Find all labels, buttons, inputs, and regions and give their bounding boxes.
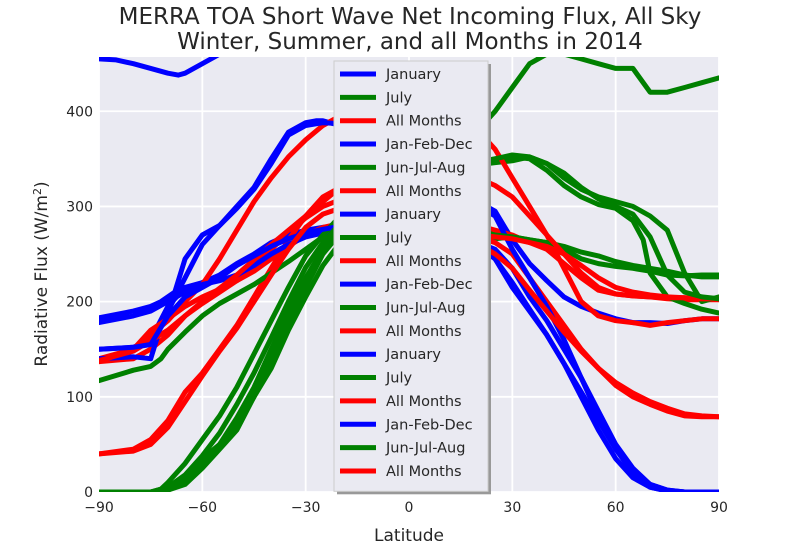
x-tick-label-6: 90 xyxy=(710,500,728,516)
legend-label-5: All Months xyxy=(386,184,462,200)
y-axis-label-main: Radiative Flux (W/m xyxy=(32,195,52,367)
legend-label-16: Jun-Jul-Aug xyxy=(385,441,465,457)
chart-title: MERRA TOA Short Wave Net Incoming Flux, … xyxy=(119,4,702,30)
legend-label-4: Jun-Jul-Aug xyxy=(385,160,465,176)
x-tick-label-0: −90 xyxy=(84,500,114,516)
y-tick-labels: 0 100 200 300 400 xyxy=(66,104,93,501)
chart-subtitle: Winter, Summer, and all Months in 2014 xyxy=(177,29,643,55)
legend-label-12: January xyxy=(385,347,441,363)
legend: January July All Months Jan-Feb-Dec Jun-Jul-… xyxy=(333,60,491,495)
y-tick-label-3: 300 xyxy=(66,199,93,215)
x-tick-label-1: −60 xyxy=(188,500,218,516)
x-tick-labels: −90 −60 −30 0 30 60 90 xyxy=(84,500,728,516)
legend-label-13: July xyxy=(385,371,412,387)
y-tick-label-0: 0 xyxy=(84,485,93,501)
series-line-14 xyxy=(99,161,719,364)
legend-label-1: July xyxy=(385,90,412,106)
legend-box xyxy=(333,60,489,492)
legend-label-7: July xyxy=(385,230,412,246)
legend-label-0: January xyxy=(385,67,441,83)
y-axis-label: Radiative Flux (W/m2) xyxy=(31,181,53,366)
legend-label-11: All Months xyxy=(386,324,462,340)
legend-label-14: All Months xyxy=(386,394,462,410)
legend-label-6: January xyxy=(385,207,441,223)
legend-label-2: All Months xyxy=(386,114,462,130)
x-tick-label-4: 30 xyxy=(503,500,521,516)
series-line-6 xyxy=(99,57,220,78)
legend-label-3: Jan-Feb-Dec xyxy=(385,137,473,153)
y-tick-label-2: 200 xyxy=(66,295,93,311)
y-tick-label-1: 100 xyxy=(66,390,93,406)
legend-label-17: All Months xyxy=(386,464,462,480)
x-axis-label: Latitude xyxy=(374,526,444,546)
x-tick-label-2: −30 xyxy=(291,500,321,516)
legend-label-9: Jan-Feb-Dec xyxy=(385,277,473,293)
y-axis-label-close: ) xyxy=(32,181,52,188)
y-axis-label-sup: 2 xyxy=(31,188,44,195)
legend-label-10: Jun-Jul-Aug xyxy=(385,301,465,317)
legend-label-8: All Months xyxy=(386,254,462,270)
y-tick-label-4: 400 xyxy=(66,104,93,120)
legend-label-15: Jan-Feb-Dec xyxy=(385,417,473,433)
x-tick-label-3: 0 xyxy=(405,500,414,516)
x-tick-label-5: 60 xyxy=(607,500,625,516)
